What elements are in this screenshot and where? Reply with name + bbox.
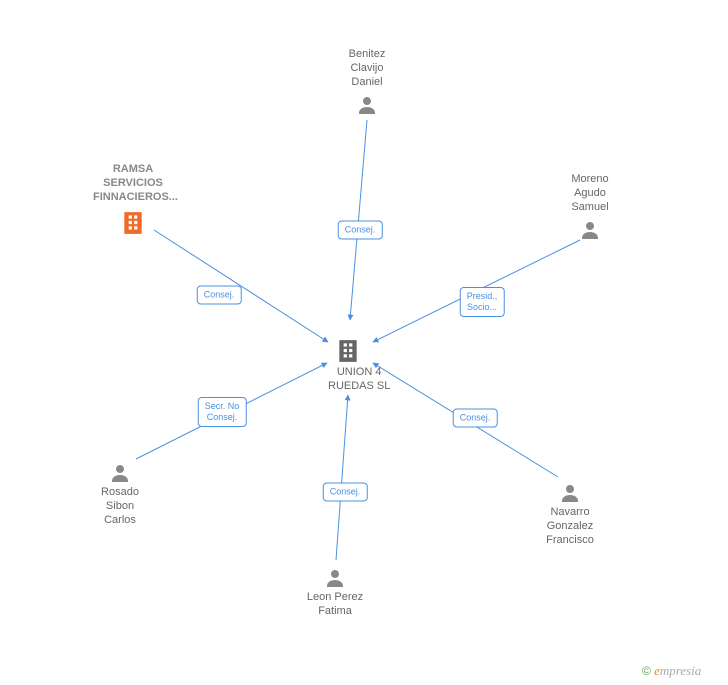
edge-label: Consej. bbox=[197, 286, 242, 305]
edge-label: Presid., Socio... bbox=[460, 287, 505, 317]
node-label: RAMSA SERVICIOS FINNACIEROS... bbox=[93, 162, 173, 204]
building-icon bbox=[335, 338, 361, 364]
watermark: © empresia bbox=[642, 663, 701, 679]
node-label: Navarro Gonzalez Francisco bbox=[530, 505, 610, 547]
person-icon bbox=[323, 566, 347, 590]
node-icon-wrap bbox=[550, 218, 630, 242]
node-label: Rosado Sibon Carlos bbox=[80, 485, 160, 527]
edge-line bbox=[154, 230, 328, 342]
person-icon bbox=[108, 461, 132, 485]
node-label: Benitez Clavijo Daniel bbox=[327, 47, 407, 89]
node-icon-wrap bbox=[295, 566, 375, 590]
building-icon bbox=[120, 210, 146, 236]
copyright-symbol: © bbox=[642, 664, 651, 678]
edge-label: Consej. bbox=[453, 409, 498, 428]
node-icon-wrap bbox=[327, 93, 407, 117]
edge-label: Secr. No Consej. bbox=[198, 397, 247, 427]
center-label: UNION 4 RUEDAS SL bbox=[328, 365, 390, 393]
person-icon bbox=[355, 93, 379, 117]
node-label: Leon Perez Fatima bbox=[295, 590, 375, 618]
node-leon[interactable]: Leon Perez Fatima bbox=[295, 562, 375, 618]
edge-label: Consej. bbox=[338, 221, 383, 240]
node-icon-wrap bbox=[80, 461, 160, 485]
node-rosado[interactable]: Rosado Sibon Carlos bbox=[80, 457, 160, 527]
edge-line bbox=[336, 395, 348, 560]
person-icon bbox=[578, 218, 602, 242]
person-icon bbox=[558, 481, 582, 505]
node-icon-wrap bbox=[93, 210, 173, 236]
node-benitez[interactable]: Benitez Clavijo Daniel bbox=[327, 47, 407, 117]
node-ramsa[interactable]: RAMSA SERVICIOS FINNACIEROS... bbox=[93, 162, 173, 236]
center-node[interactable] bbox=[335, 332, 361, 364]
node-label: Moreno Agudo Samuel bbox=[550, 172, 630, 214]
watermark-text: mpresia bbox=[660, 663, 701, 678]
node-navarro[interactable]: Navarro Gonzalez Francisco bbox=[530, 477, 610, 547]
edge-label: Consej. bbox=[323, 483, 368, 502]
node-moreno[interactable]: Moreno Agudo Samuel bbox=[550, 172, 630, 242]
node-icon-wrap bbox=[530, 481, 610, 505]
